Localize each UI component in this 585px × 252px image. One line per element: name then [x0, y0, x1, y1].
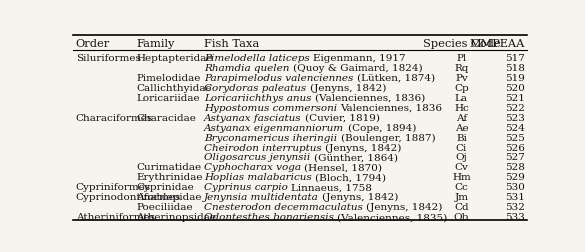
Text: Jenynsia multidentata: Jenynsia multidentata: [204, 193, 322, 201]
Text: (Jenyns, 1842): (Jenyns, 1842): [322, 192, 398, 201]
Text: La: La: [455, 93, 468, 103]
Text: Eigenmann, 1917: Eigenmann, 1917: [313, 54, 406, 63]
Text: Astyanax fasciatus: Astyanax fasciatus: [204, 113, 305, 122]
Text: Hc: Hc: [454, 103, 469, 112]
Text: 520: 520: [505, 84, 525, 92]
Text: Cyprinus carpio: Cyprinus carpio: [204, 182, 291, 192]
Text: Pv: Pv: [455, 74, 468, 83]
Text: Loricariidae: Loricariidae: [136, 93, 199, 103]
Text: Rq: Rq: [455, 64, 469, 73]
Text: Cyprinodontiformes: Cyprinodontiformes: [76, 193, 181, 201]
Text: Astyanax eigenmanniorum: Astyanax eigenmanniorum: [204, 123, 347, 132]
Text: Fish Taxa: Fish Taxa: [204, 39, 259, 48]
Text: Parapimelodus valenciennes: Parapimelodus valenciennes: [204, 74, 357, 83]
Text: (Valenciennes, 1836): (Valenciennes, 1836): [315, 93, 425, 103]
Text: (Cuvier, 1819): (Cuvier, 1819): [305, 113, 380, 122]
Text: 524: 524: [505, 123, 525, 132]
Text: Oligosarcus jenynsii: Oligosarcus jenynsii: [204, 153, 314, 162]
Text: (Hensel, 1870): (Hensel, 1870): [304, 163, 383, 172]
Text: 522: 522: [505, 103, 525, 112]
Text: Species Code: Species Code: [422, 39, 500, 48]
Text: 530: 530: [505, 182, 525, 192]
Text: Family: Family: [136, 39, 174, 48]
Text: Hoplias malabaricus: Hoplias malabaricus: [204, 173, 315, 182]
Text: 526: 526: [505, 143, 525, 152]
Text: 519: 519: [505, 74, 525, 83]
Text: Hypostomus commersoni: Hypostomus commersoni: [204, 103, 340, 112]
Text: Corydoras paleatus: Corydoras paleatus: [204, 84, 309, 92]
Text: 528: 528: [505, 163, 525, 172]
Text: (Boulenger, 1887): (Boulenger, 1887): [340, 133, 435, 142]
Text: Curimatidae: Curimatidae: [136, 163, 201, 172]
Text: 533: 533: [505, 212, 525, 221]
Text: Pimelodidae: Pimelodidae: [136, 74, 201, 83]
Text: Callichthyidae: Callichthyidae: [136, 84, 212, 92]
Text: Atherinopsidae: Atherinopsidae: [136, 212, 216, 221]
Text: Cnesterodon decemmaculatus: Cnesterodon decemmaculatus: [204, 202, 366, 211]
Text: Loricariichthys anus: Loricariichthys anus: [204, 93, 315, 103]
Text: Cv: Cv: [455, 163, 469, 172]
Text: Ci: Ci: [456, 143, 467, 152]
Text: Cypriniformes: Cypriniformes: [76, 182, 151, 192]
Text: Ob: Ob: [454, 212, 469, 221]
Text: Pl: Pl: [456, 54, 467, 63]
Text: Hm: Hm: [452, 173, 471, 182]
Text: 529: 529: [505, 173, 525, 182]
Text: Erythrinidae: Erythrinidae: [136, 173, 202, 182]
Text: Cd: Cd: [454, 202, 469, 211]
Text: 532: 532: [505, 202, 525, 211]
Text: Cp: Cp: [454, 84, 469, 92]
Text: Poeciliidae: Poeciliidae: [136, 202, 193, 211]
Text: Bryconamericus iheringii: Bryconamericus iheringii: [204, 133, 340, 142]
Text: Characidae: Characidae: [136, 113, 196, 122]
Text: (Jenyns, 1842): (Jenyns, 1842): [325, 143, 401, 152]
Text: Cyprinidae: Cyprinidae: [136, 182, 194, 192]
Text: (Bloch, 1794): (Bloch, 1794): [315, 173, 386, 182]
Text: Valenciennes, 1836: Valenciennes, 1836: [340, 103, 442, 112]
Text: (Valenciennes, 1835): (Valenciennes, 1835): [338, 212, 448, 221]
Text: Cyphocharax voga: Cyphocharax voga: [204, 163, 304, 172]
Text: 517: 517: [505, 54, 525, 63]
Text: (Jenyns, 1842): (Jenyns, 1842): [366, 202, 443, 211]
Text: Jm: Jm: [455, 193, 469, 201]
Text: 527: 527: [505, 153, 525, 162]
Text: (Günther, 1864): (Günther, 1864): [314, 153, 398, 162]
Text: Anablepidae: Anablepidae: [136, 193, 202, 201]
Text: Heptapteridae: Heptapteridae: [136, 54, 212, 63]
Text: Order: Order: [76, 39, 110, 48]
Text: Af: Af: [456, 113, 467, 122]
Text: Characiformes: Characiformes: [76, 113, 153, 122]
Text: Cc: Cc: [455, 182, 469, 192]
Text: Rhamdia quelen: Rhamdia quelen: [204, 64, 292, 73]
Text: Siluriformes: Siluriformes: [76, 54, 141, 63]
Text: (Cope, 1894): (Cope, 1894): [347, 123, 416, 132]
Text: Atheriniformes: Atheriniformes: [76, 212, 155, 221]
Text: Odontesthes bonariensis: Odontesthes bonariensis: [204, 212, 338, 221]
Text: Linnaeus, 1758: Linnaeus, 1758: [291, 182, 372, 192]
Text: Pimelodella laticeps: Pimelodella laticeps: [204, 54, 313, 63]
Text: MMPEAA: MMPEAA: [469, 39, 525, 48]
Text: Bi: Bi: [456, 133, 467, 142]
Text: Ae: Ae: [455, 123, 468, 132]
Text: Cheirodon interruptus: Cheirodon interruptus: [204, 143, 325, 152]
Text: 518: 518: [505, 64, 525, 73]
Text: 521: 521: [505, 93, 525, 103]
Text: Oj: Oj: [456, 153, 467, 162]
Text: 523: 523: [505, 113, 525, 122]
Text: 531: 531: [505, 193, 525, 201]
Text: 525: 525: [505, 133, 525, 142]
Text: (Jenyns, 1842): (Jenyns, 1842): [309, 83, 386, 92]
Text: (Quoy & Gaimard, 1824): (Quoy & Gaimard, 1824): [292, 64, 422, 73]
Text: (Lütken, 1874): (Lütken, 1874): [357, 74, 435, 83]
